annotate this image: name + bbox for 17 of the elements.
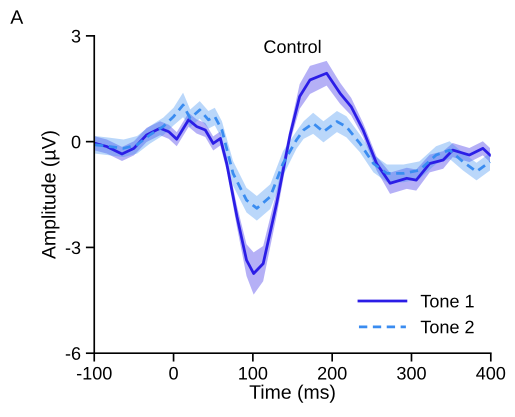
x-tick-label: 300 bbox=[397, 366, 426, 380]
text: A bbox=[10, 10, 24, 24]
x-tick-label: 200 bbox=[318, 366, 347, 380]
chart-title: Control bbox=[264, 40, 320, 54]
x-tick-label: 100 bbox=[239, 366, 268, 380]
y-tick-label: 0 bbox=[72, 136, 80, 148]
line-series bbox=[94, 104, 491, 210]
y-tick-label: 3 bbox=[72, 30, 80, 43]
x-tick-label: -100 bbox=[76, 366, 112, 380]
y-tick-label: -3 bbox=[66, 241, 80, 254]
legend-label: Tone 1 bbox=[420, 294, 474, 308]
y-axis-title: Amplitude (µV) bbox=[41, 131, 60, 259]
x-tick-label: 400 bbox=[476, 366, 506, 380]
legend-label: Tone 2 bbox=[420, 320, 474, 334]
y-tick-label: -6 bbox=[66, 347, 80, 360]
x-tick-label: 0 bbox=[169, 366, 178, 380]
x-axis-title: Time (ms) bbox=[250, 384, 335, 403]
